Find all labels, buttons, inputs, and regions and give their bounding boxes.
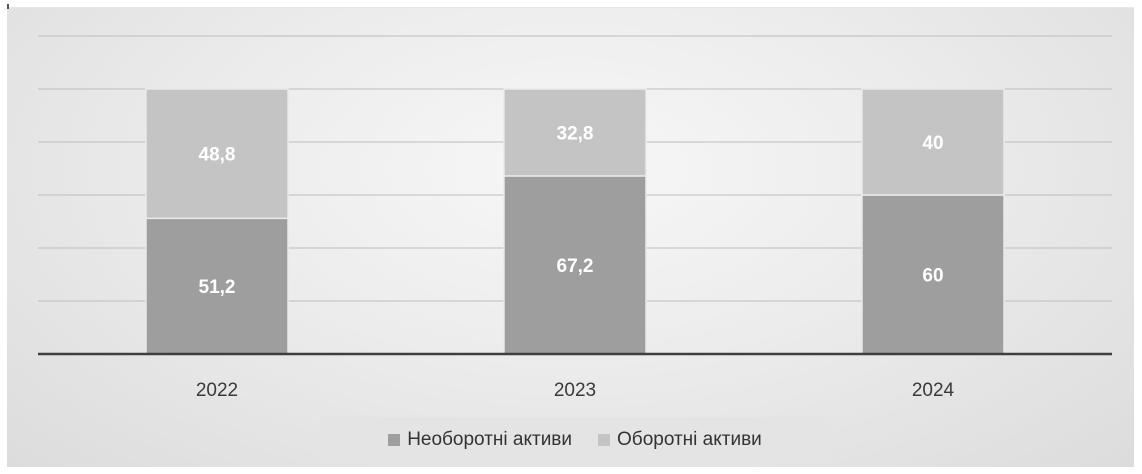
legend-label-series-2: Оборотні активи	[617, 429, 762, 450]
data-label: 48,8	[199, 145, 236, 166]
bar-segment-series-1	[503, 175, 647, 355]
legend-swatch-series-1	[388, 434, 401, 446]
bar-segment-series-2	[145, 88, 289, 220]
legend-entry-series-1: Необоротні активи	[388, 429, 572, 451]
data-label: 51,2	[199, 277, 236, 298]
legend-entry-series-2: Оборотні активи	[598, 429, 762, 451]
legend: Необоротні активи Оборотні активи	[320, 417, 830, 463]
legend-swatch-series-2	[598, 434, 611, 446]
bar-segment-series-1	[861, 194, 1005, 355]
data-label: 67,2	[557, 256, 594, 277]
x-tick-label: 2022	[196, 380, 238, 401]
data-label: 60	[922, 266, 943, 287]
bar-segment-series-2	[861, 88, 1005, 196]
bar-segment-series-2	[503, 88, 647, 177]
corner-tick	[7, 4, 9, 9]
x-tick-label: 2023	[554, 380, 596, 401]
x-tick-label: 2024	[912, 380, 955, 401]
legend-label-series-1: Необоротні активи	[407, 429, 573, 450]
data-label: 32,8	[557, 123, 594, 144]
data-label: 40	[922, 133, 943, 154]
